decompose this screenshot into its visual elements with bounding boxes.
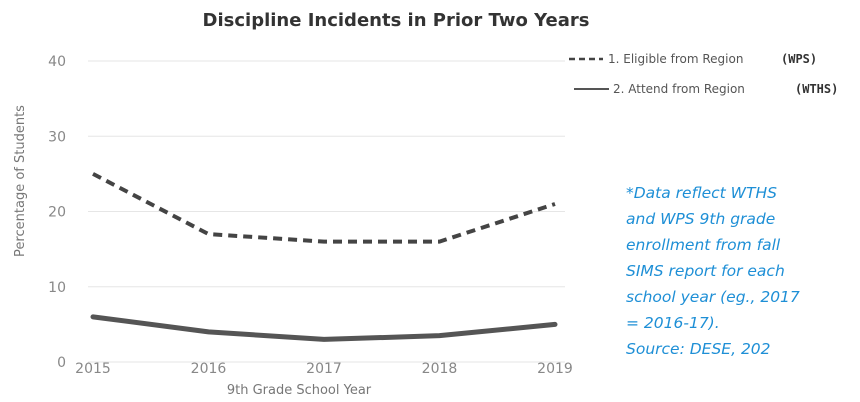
chart-title: Discipline Incidents in Prior Two Years bbox=[203, 10, 590, 31]
y-tick-label: 20 bbox=[48, 205, 66, 221]
footnote-line: and WPS 9th grade bbox=[626, 210, 775, 228]
footnote-line: = 2016-17). bbox=[626, 314, 720, 332]
footnote-line: enrollment from fall bbox=[626, 236, 781, 254]
x-tick-label: 2019 bbox=[537, 361, 573, 377]
x-axis-label: 9th Grade School Year bbox=[227, 383, 372, 398]
footnote-line: school year (eg., 2017 bbox=[626, 288, 800, 306]
x-tick-labels: 2015 2016 2017 2018 2019 bbox=[75, 361, 573, 377]
y-tick-label: 0 bbox=[57, 355, 66, 371]
legend-tag-wps: (WPS) bbox=[781, 52, 817, 66]
footnote-line: SIMS report for each bbox=[626, 262, 785, 280]
legend-label-wths: 2. Attend from Region bbox=[613, 82, 745, 96]
y-tick-labels: 0 10 20 30 40 bbox=[48, 54, 66, 371]
footnote: *Data reflect WTHS and WPS 9th grade enr… bbox=[626, 184, 800, 358]
x-tick-label: 2015 bbox=[75, 361, 111, 377]
legend: 1. Eligible from Region (WPS) 2. Attend … bbox=[569, 52, 838, 96]
footnote-line: *Data reflect WTHS bbox=[626, 184, 777, 202]
y-axis-label: Percentage of Students bbox=[13, 105, 28, 257]
x-tick-label: 2017 bbox=[306, 361, 342, 377]
y-tick-label: 40 bbox=[48, 54, 66, 70]
series-line-wps bbox=[92, 172, 556, 244]
legend-item-wths: 2. Attend from Region (WTHS) bbox=[574, 82, 838, 96]
series-lines bbox=[90, 172, 558, 342]
x-tick-label: 2018 bbox=[422, 361, 458, 377]
gridlines bbox=[88, 60, 565, 363]
y-tick-label: 30 bbox=[48, 129, 66, 145]
x-tick-label: 2016 bbox=[191, 361, 227, 377]
footnote-line: Source: DESE, 202 bbox=[626, 340, 771, 358]
legend-tag-wths: (WTHS) bbox=[795, 82, 838, 96]
y-tick-label: 10 bbox=[48, 280, 66, 296]
legend-label-wps: 1. Eligible from Region bbox=[608, 52, 743, 66]
legend-item-wps: 1. Eligible from Region (WPS) bbox=[569, 52, 817, 66]
series-line-wths bbox=[90, 314, 558, 342]
